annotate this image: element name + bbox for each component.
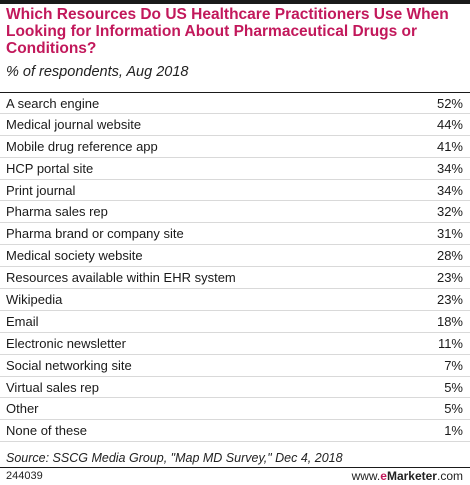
row-value: 11% [437,335,463,351]
table-row: Other 5% [0,398,470,421]
row-label: None of these [6,423,87,439]
row-label: Medical society website [6,248,143,264]
row-value: 31% [436,226,463,242]
row-label: A search engine [6,96,100,111]
chart-title: Which Resources Do US Healthcare Practit… [6,6,449,57]
row-value: 7% [444,357,463,373]
row-value: 18% [436,313,463,329]
row-value: 23% [436,292,463,308]
row-value: 5% [444,401,463,417]
row-label: Resources available within EHR system [6,270,236,286]
table-row: None of these 1% [0,420,470,443]
table-row: Pharma brand or company site 31% [0,223,470,246]
row-label: Mobile drug reference app [6,138,158,154]
table-row: HCP portal site 34% [0,158,470,180]
brand-name: Marketer [386,469,437,483]
row-label: Virtual sales rep [6,379,99,395]
bottom-rule [0,467,470,468]
row-value: 34% [436,182,463,198]
table-row: A search engine 52% [0,92,470,114]
row-label: Pharma sales rep [6,204,108,220]
row-label: Other [6,401,39,417]
row-value: 5% [444,379,463,395]
data-table: A search engine 52% Medical journal websit… [0,92,470,443]
brand-accent: e [380,469,387,483]
brand-link[interactable]: www.eMarketer.com [352,469,463,483]
brand-suffix: .com [436,469,463,483]
row-value: 1% [444,423,463,439]
row-label: Email [6,313,39,329]
row-label: Wikipedia [6,292,63,308]
top-rule [0,0,470,4]
table-row: Medical journal website 44% [0,114,470,136]
table-row: Social networking site 7% [0,355,470,377]
row-label: Electronic newsletter [6,335,126,351]
table-row: Virtual sales rep 5% [0,377,470,399]
row-label: Pharma brand or company site [6,226,184,242]
row-value: 23% [436,270,463,286]
row-value: 34% [436,160,463,176]
row-value: 28% [436,248,463,264]
source-note: Source: SSCG Media Group, "Map MD Survey… [6,451,343,465]
table-row: Electronic newsletter 11% [0,333,470,355]
table-row: Resources available within EHR system 23% [0,267,470,290]
row-label: HCP portal site [6,160,94,176]
table-row: Pharma sales rep 32% [0,201,470,224]
brand-prefix: www. [351,469,381,483]
row-label: Print journal [6,182,76,198]
table-row: Wikipedia 23% [0,289,470,311]
row-value: 44% [436,116,463,132]
table-row: Print journal 34% [0,180,470,202]
chart-subtitle: % of respondents, Aug 2018 [6,64,189,80]
row-value: 41% [436,138,463,154]
table-row: Medical society website 28% [0,245,470,268]
row-value: 52% [436,96,463,111]
row-value: 32% [436,204,463,220]
table-row: Mobile drug reference app 41% [0,136,470,158]
chart-id: 244039 [6,470,43,482]
row-label: Medical journal website [6,116,142,132]
table-row: Email 18% [0,311,470,333]
row-label: Social networking site [6,357,132,373]
